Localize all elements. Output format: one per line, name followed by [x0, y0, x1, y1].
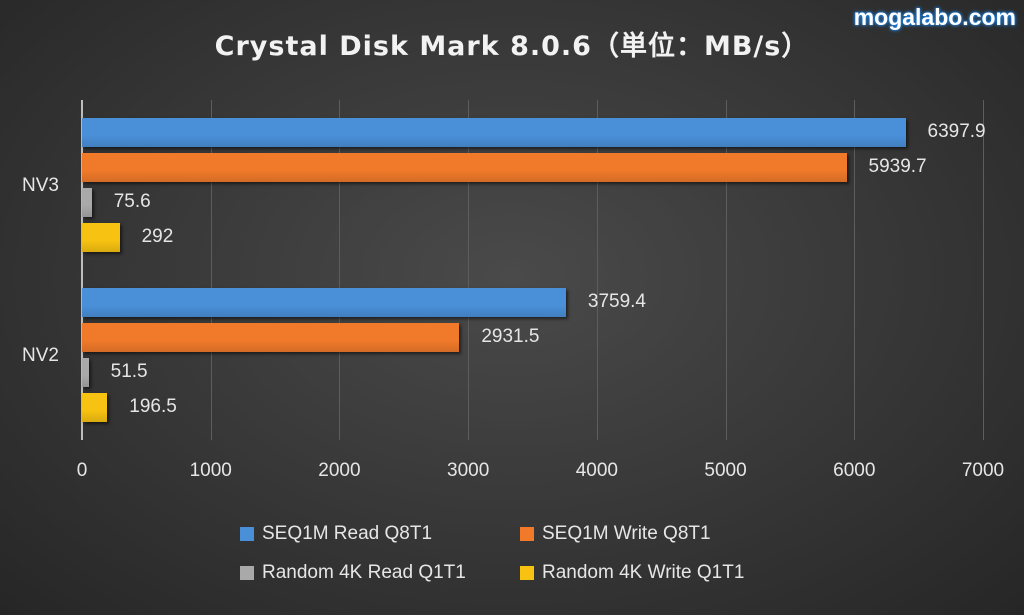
category-label-nv3: NV3 [22, 175, 59, 196]
legend-swatch [520, 566, 534, 580]
data-label: 196.5 [129, 396, 177, 417]
legend-label: SEQ1M Write Q8T1 [542, 523, 711, 544]
data-label: 2931.5 [481, 326, 540, 347]
bar-nv3-rnd-write [82, 223, 120, 252]
bar-nv3-rnd-read [82, 188, 92, 217]
legend-item-seq-read: SEQ1M Read Q8T1 [240, 523, 432, 545]
gridline [983, 100, 984, 440]
data-label: 5939.7 [868, 156, 927, 177]
data-label: 51.5 [110, 361, 148, 382]
gridline [854, 100, 856, 440]
bar-nv2-rnd-read [82, 358, 89, 387]
x-tick-label: 4000 [575, 460, 618, 481]
data-label: 6397.9 [927, 121, 986, 142]
category-label-nv2: NV2 [22, 345, 59, 366]
bar-nv3-seq-write [82, 153, 847, 182]
chart-title: Crystal Disk Mark 8.0.6（単位：MB/s） [214, 31, 810, 62]
data-label: 75.6 [113, 191, 151, 212]
legend-item-seq-write: SEQ1M Write Q8T1 [520, 523, 711, 545]
gridline [468, 100, 470, 440]
x-tick-label: 0 [76, 460, 88, 481]
legend-item-rnd-read: Random 4K Read Q1T1 [240, 562, 466, 584]
y-axis-line [81, 100, 83, 440]
gridline [596, 100, 598, 440]
legend-swatch [520, 527, 534, 541]
data-label: 292 [141, 226, 174, 247]
bar-nv3-seq-read [82, 118, 906, 147]
gridline [339, 100, 341, 440]
gridline [210, 100, 212, 440]
x-tick-label: 7000 [961, 460, 1005, 481]
legend-swatch [240, 527, 254, 541]
gridline [725, 100, 727, 440]
legend-label: Random 4K Read Q1T1 [262, 562, 466, 583]
bar-nv2-seq-write [82, 323, 460, 352]
x-tick-label: 3000 [447, 460, 490, 481]
bar-nv2-rnd-write [82, 393, 108, 422]
x-tick-label: 5000 [704, 460, 747, 481]
legend-item-rnd-write: Random 4K Write Q1T1 [520, 562, 744, 584]
legend-swatch [240, 566, 254, 580]
x-tick-label: 1000 [189, 460, 232, 481]
plot-area: 6397.9 5939.7 75.6 292 3759.4 2931.5 51.5 196.5 [81, 100, 986, 440]
x-tick-label: 2000 [318, 460, 361, 481]
data-label: 3759.4 [587, 291, 646, 312]
x-tick-label: 6000 [833, 460, 876, 481]
legend-label: SEQ1M Read Q8T1 [262, 523, 433, 544]
bar-nv2-seq-read [82, 288, 566, 317]
legend-label: Random 4K Write Q1T1 [542, 562, 745, 583]
watermark: mogalabo.com [853, 4, 1016, 30]
